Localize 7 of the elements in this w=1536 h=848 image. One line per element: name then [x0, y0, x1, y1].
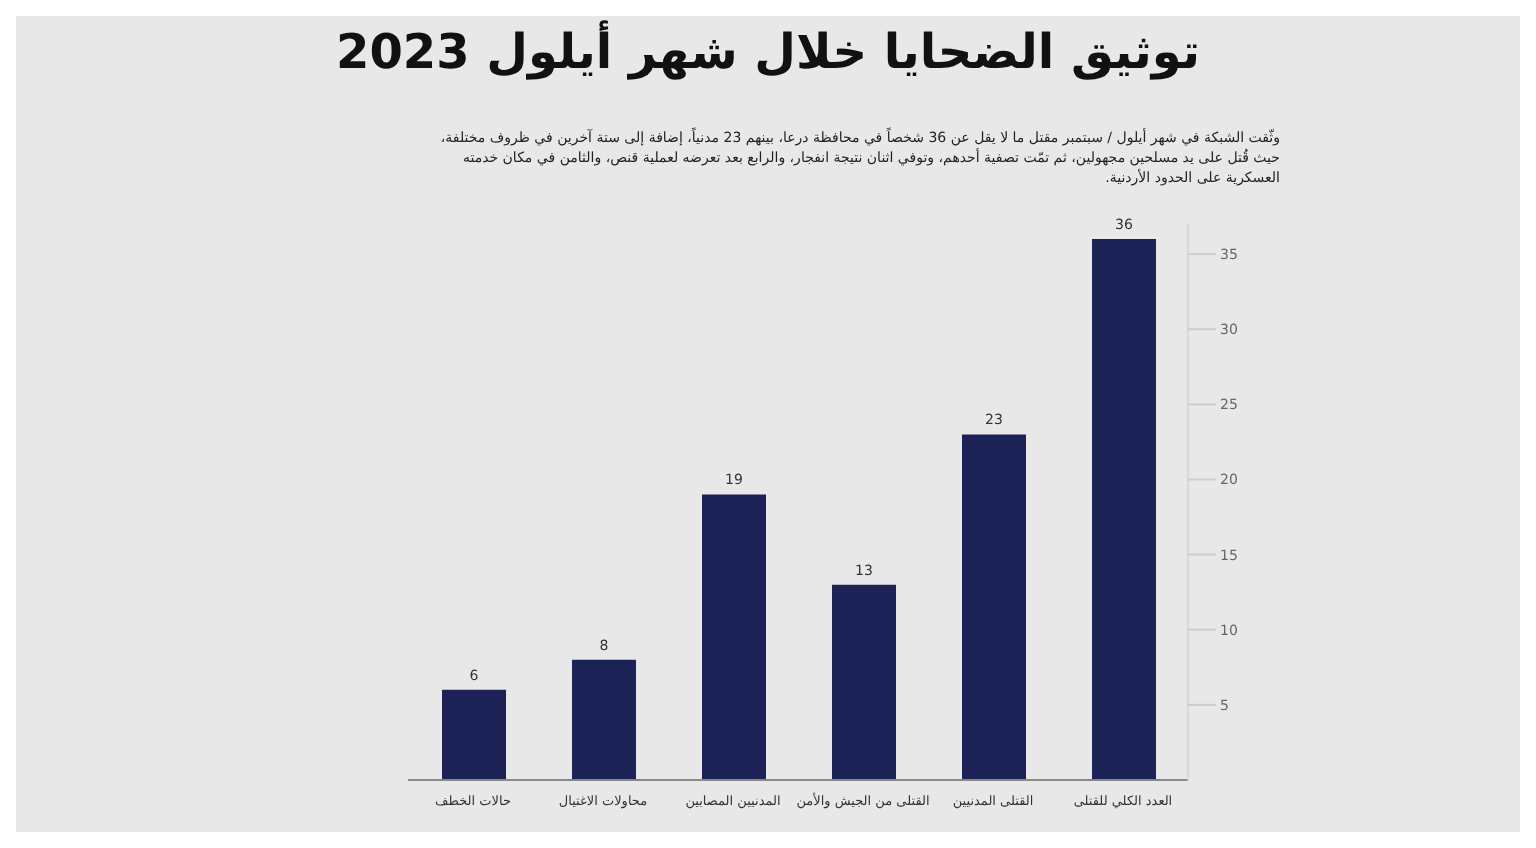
bar: [702, 494, 766, 780]
bar: [1092, 239, 1156, 780]
bar: [962, 434, 1026, 780]
bar: [442, 689, 506, 780]
bar: [572, 659, 636, 780]
chart-title: توثيق الضحايا خلال شهر أيلول 2023: [334, 18, 1202, 80]
bar: [832, 584, 896, 780]
